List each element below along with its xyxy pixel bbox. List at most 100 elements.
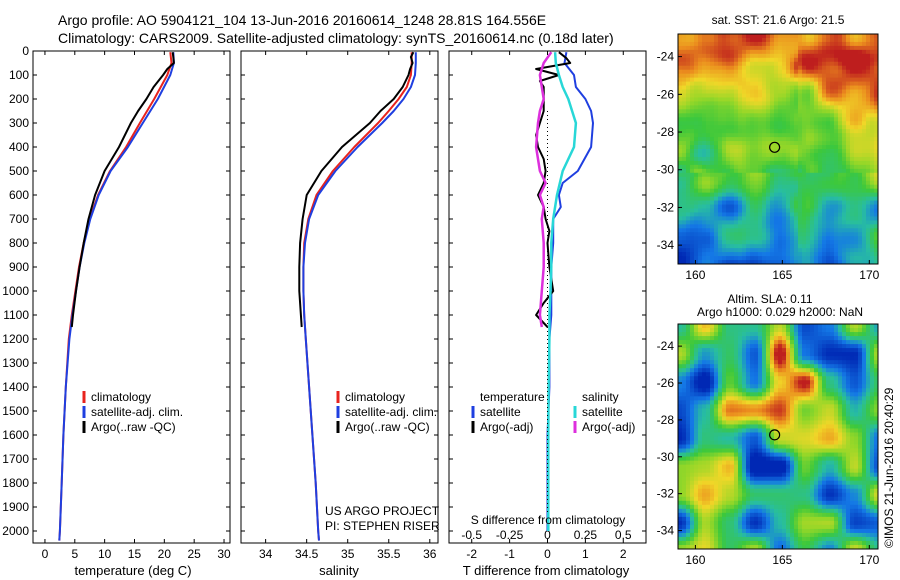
map-cell <box>782 380 787 385</box>
map-cell <box>678 252 683 257</box>
map-cell <box>682 376 687 381</box>
map-cell <box>714 512 719 518</box>
map-cell <box>750 105 755 110</box>
map-cell <box>698 81 703 86</box>
map-cell <box>734 432 739 437</box>
map-cell <box>758 452 763 457</box>
map-cell <box>734 540 739 546</box>
map-cell <box>770 188 775 194</box>
map-cell <box>750 324 755 329</box>
map-cell <box>738 412 743 417</box>
map-cell <box>686 49 691 55</box>
map-cell <box>734 184 739 190</box>
map-cell <box>794 69 799 75</box>
map-cell <box>786 93 791 98</box>
map-cell <box>818 232 823 237</box>
map-cell <box>794 184 799 190</box>
map-cell <box>754 200 759 205</box>
map-cell <box>802 500 807 506</box>
map-x-tick-label: 165 <box>772 268 792 282</box>
map-cell <box>686 101 691 106</box>
map-cell <box>790 137 795 142</box>
map-cell <box>762 184 767 190</box>
map-cell <box>702 49 707 55</box>
map-cell <box>794 109 799 114</box>
map-cell <box>758 105 763 110</box>
map-cell <box>778 484 783 490</box>
map-cell <box>794 516 799 522</box>
map-cell <box>814 53 819 59</box>
map-cell <box>866 248 871 253</box>
map-cell <box>690 452 695 457</box>
map-cell <box>766 380 771 385</box>
map-cell <box>786 188 791 194</box>
map-cell <box>690 196 695 201</box>
map-y-tick-label: -26 <box>657 87 675 101</box>
map-cell <box>734 500 739 506</box>
map-cell <box>786 336 791 341</box>
map-cell <box>702 492 707 498</box>
map-cell <box>778 480 783 486</box>
map-cell <box>762 400 767 405</box>
map-cell <box>714 212 719 217</box>
map-cell <box>722 400 727 405</box>
map-cell <box>842 256 847 261</box>
map-cell <box>682 396 687 401</box>
map-cell <box>766 480 771 486</box>
map-cell <box>734 41 739 47</box>
map-cell <box>838 73 843 79</box>
map-cell <box>790 188 795 194</box>
map-cell <box>726 105 731 110</box>
map-cell <box>746 176 751 182</box>
map-cell <box>790 512 795 518</box>
map-cell <box>762 364 767 369</box>
map-cell <box>794 228 799 233</box>
map-cell <box>794 520 799 526</box>
map-cell <box>678 141 683 146</box>
map-cell <box>738 500 743 506</box>
map-cell <box>682 344 687 349</box>
map-cell <box>714 440 719 445</box>
map-cell <box>694 336 699 341</box>
depth-tick-label: 1300 <box>2 356 29 370</box>
map-cell <box>790 184 795 190</box>
map-cell <box>766 156 771 162</box>
map-cell <box>854 200 859 205</box>
map-cell <box>834 256 839 261</box>
map-cell <box>730 97 735 102</box>
map-cell <box>798 412 803 417</box>
map-cell <box>826 156 831 162</box>
map-cell <box>774 484 779 490</box>
map-cell <box>786 41 791 47</box>
map-cell <box>790 45 795 51</box>
map-cell <box>710 109 715 114</box>
map-cell <box>710 61 715 67</box>
map-cell <box>678 49 683 55</box>
map-cell <box>706 152 711 158</box>
map-cell <box>722 133 727 138</box>
map-cell <box>858 248 863 253</box>
legend-label-argo: Argo(..raw -QC) <box>91 420 176 434</box>
map-cell <box>790 472 795 478</box>
map-cell <box>750 97 755 102</box>
map-cell <box>738 392 743 397</box>
map-cell <box>866 204 871 209</box>
map-cell <box>738 85 743 90</box>
map-cell <box>814 228 819 233</box>
map-cell <box>678 101 683 106</box>
map-cell <box>714 137 719 142</box>
map-cell <box>682 348 687 353</box>
map-cell <box>718 216 723 221</box>
map-cell <box>714 504 719 510</box>
map-cell <box>694 536 699 542</box>
map-cell <box>730 428 735 433</box>
map-cell <box>826 49 831 55</box>
map-cell <box>754 105 759 110</box>
map-cell <box>782 336 787 341</box>
map-cell <box>782 34 787 39</box>
map-cell <box>806 160 811 166</box>
map-cell <box>722 113 727 118</box>
map-cell <box>734 89 739 94</box>
map-cell <box>790 145 795 150</box>
map-cell <box>770 448 775 453</box>
